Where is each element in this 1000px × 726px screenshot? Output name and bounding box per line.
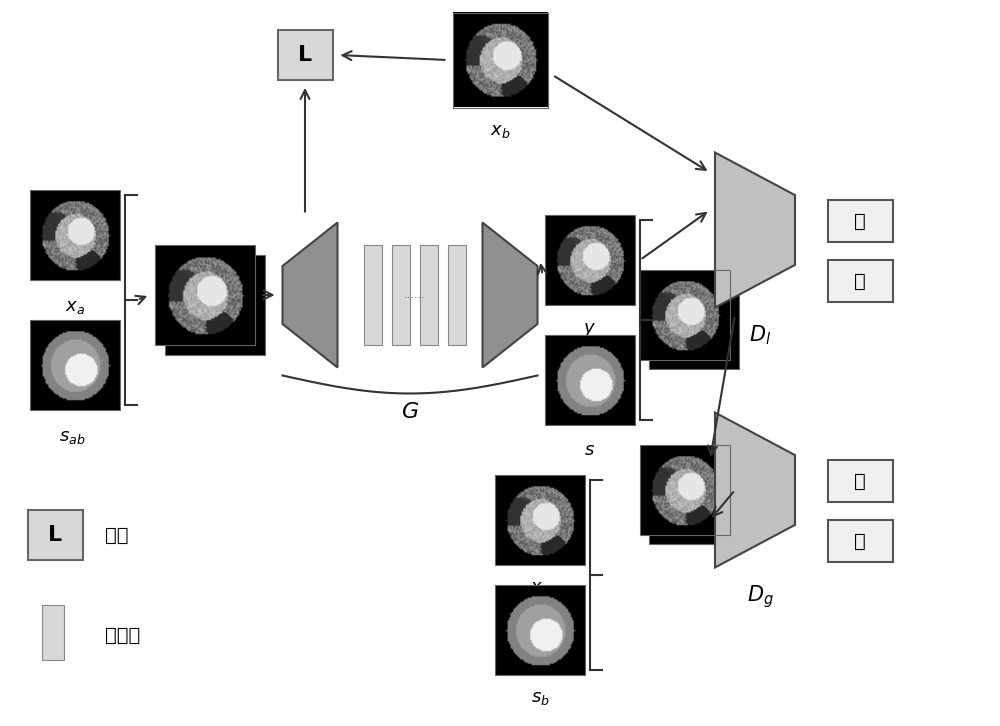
Text: 损失: 损失 <box>105 526 128 544</box>
Text: 残差块: 残差块 <box>105 626 140 645</box>
Bar <box>828 460 893 502</box>
Text: L: L <box>48 525 62 545</box>
Bar <box>640 270 730 360</box>
Polygon shape <box>283 222 338 367</box>
Bar <box>42 605 64 660</box>
Polygon shape <box>482 222 538 367</box>
Text: $x_a$: $x_a$ <box>65 298 85 316</box>
Text: $x_b$: $x_b$ <box>490 121 510 139</box>
Bar <box>828 200 893 242</box>
Bar <box>545 215 635 305</box>
Bar <box>495 475 585 565</box>
Bar <box>364 245 382 345</box>
Bar <box>30 190 120 280</box>
Bar <box>828 520 893 562</box>
Text: $G$: $G$ <box>401 402 419 423</box>
Bar <box>452 12 548 107</box>
Text: 假: 假 <box>854 531 866 550</box>
Text: ......: ...... <box>404 290 426 300</box>
Polygon shape <box>715 412 795 568</box>
Bar <box>30 320 120 410</box>
Bar <box>640 445 730 535</box>
Bar <box>448 245 466 345</box>
Polygon shape <box>715 152 795 308</box>
Text: $s_b$: $s_b$ <box>531 689 549 707</box>
Bar <box>649 279 739 369</box>
Text: 真: 真 <box>854 471 866 491</box>
Text: $y$: $y$ <box>583 321 597 339</box>
Bar <box>278 30 332 80</box>
Bar <box>495 585 585 675</box>
Bar <box>28 510 82 560</box>
Bar <box>545 335 635 425</box>
Text: $s_{ab}$: $s_{ab}$ <box>59 428 85 446</box>
Text: $s$: $s$ <box>584 441 596 459</box>
Bar <box>392 245 410 345</box>
Bar <box>420 245 438 345</box>
Text: $D_g$: $D_g$ <box>747 584 773 611</box>
Text: $x_b$: $x_b$ <box>530 579 550 597</box>
Bar <box>649 454 739 544</box>
Text: 假: 假 <box>854 272 866 290</box>
Text: $D_l$: $D_l$ <box>749 324 771 347</box>
Bar <box>165 255 265 355</box>
Text: 真: 真 <box>854 211 866 230</box>
Bar <box>155 245 255 345</box>
Text: L: L <box>298 45 312 65</box>
Bar <box>828 260 893 302</box>
